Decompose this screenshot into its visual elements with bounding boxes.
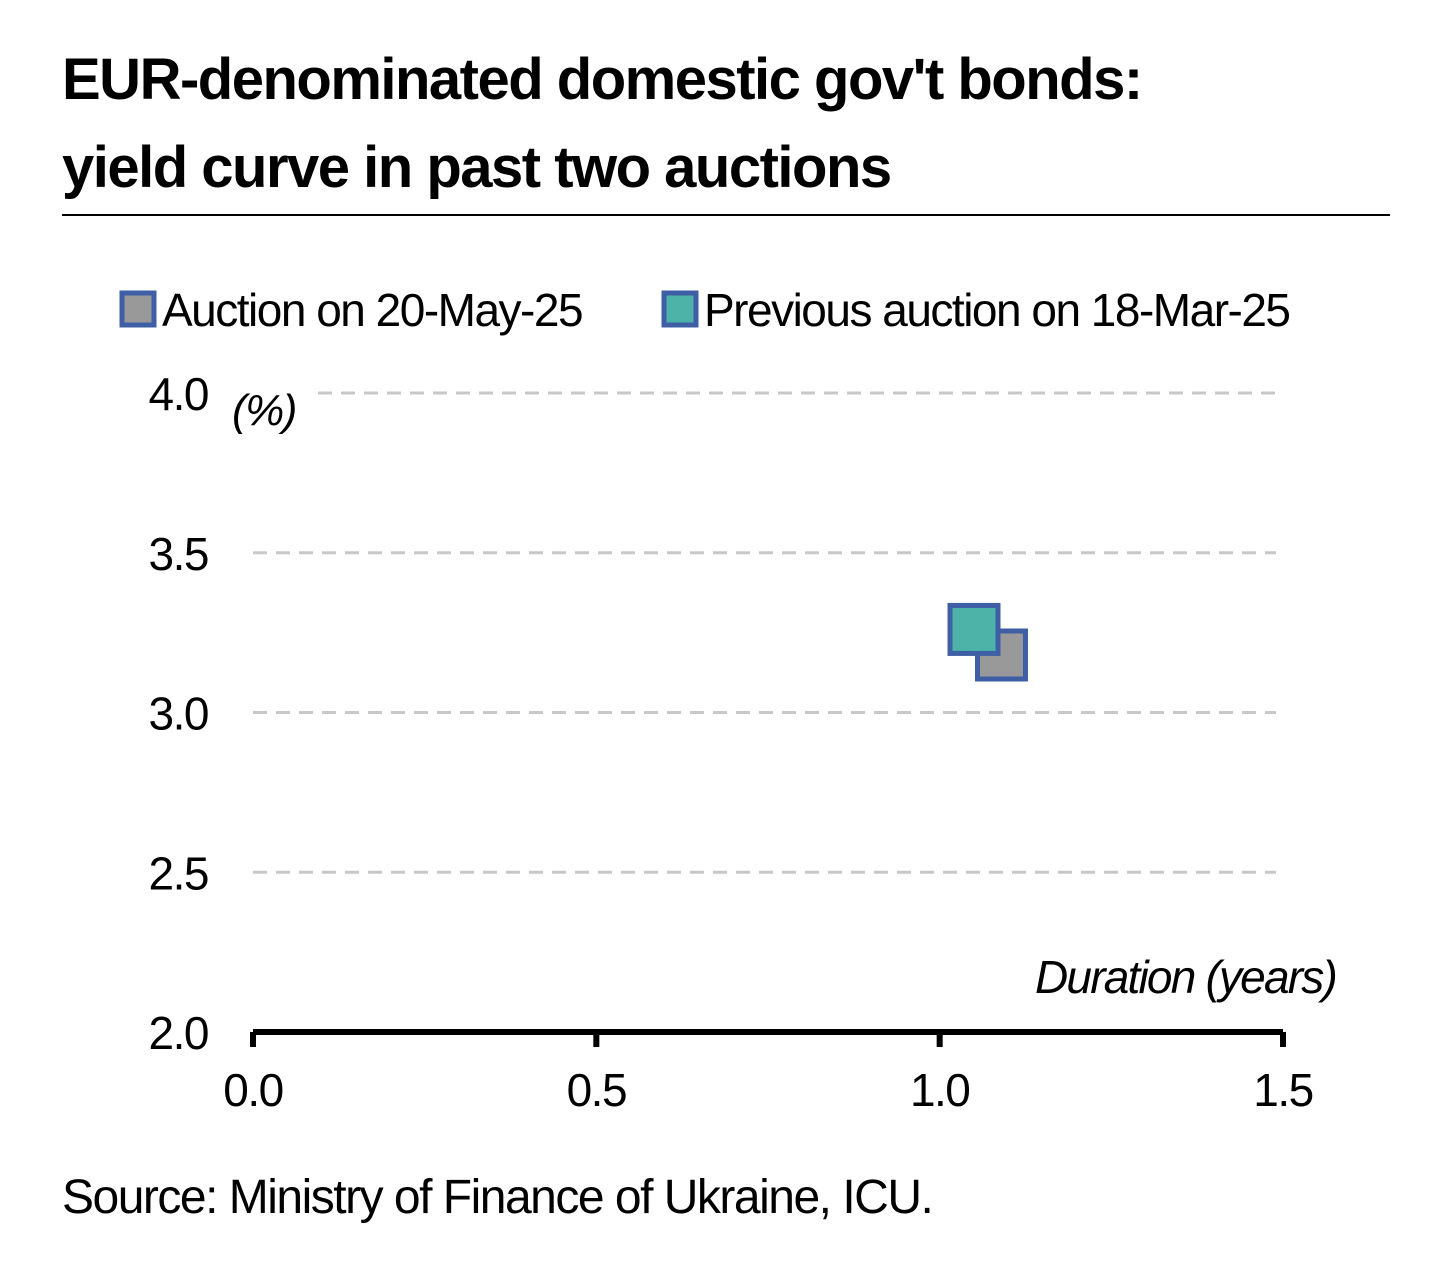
x-tick-label-1.5: 1.5 [1253, 1064, 1312, 1116]
legend-label-2: Previous auction on 18-Mar-25 [704, 284, 1290, 336]
x-tick-label-0.0: 0.0 [223, 1064, 282, 1116]
x-tick-label-0.5: 0.5 [567, 1064, 626, 1116]
y-tick-label-2.0: 2.0 [149, 1007, 208, 1059]
x-tick-label-1.0: 1.0 [910, 1064, 969, 1116]
y-tick-label-4.0: 4.0 [149, 368, 208, 420]
chart-title-line-1: EUR-denominated domestic gov't bonds: [62, 47, 1143, 112]
y-tick-label-2.5: 2.5 [149, 847, 208, 899]
legend-item-1: Auction on 20-May-25 [119, 284, 584, 336]
data-point-series-2-1 [947, 602, 1001, 656]
data-points [947, 602, 1028, 682]
y-tick-label-3.5: 3.5 [149, 528, 208, 580]
y-axis-label: (%) [232, 386, 296, 435]
chart-title: EUR-denominated domestic gov't bonds: yi… [62, 36, 1392, 212]
legend-swatch-2 [661, 290, 699, 328]
source-note: Source: Ministry of Finance of Ukraine, … [62, 1171, 934, 1224]
y-axis-ticks: 2.0 2.5 3.0 3.5 4.0 [149, 368, 210, 1059]
legend-label-1: Auction on 20-May-25 [162, 284, 582, 336]
legend-item-2: Previous auction on 18-Mar-25 [661, 284, 1291, 336]
legend-swatch-1 [119, 290, 157, 328]
gridlines [253, 391, 1276, 874]
axis-labels: (%) Duration (years) [232, 386, 1338, 1003]
legend: Auction on 20-May-25 Previous auction on … [119, 284, 1291, 336]
x-axis-label: Duration (years) [1035, 951, 1336, 1003]
chart-title-line-2: yield curve in past two auctions [62, 135, 892, 200]
title-divider [62, 214, 1390, 216]
x-axis-ticks: 0.0 0.5 1.0 1.5 [223, 1032, 1314, 1116]
y-tick-label-3.0: 3.0 [149, 688, 208, 740]
